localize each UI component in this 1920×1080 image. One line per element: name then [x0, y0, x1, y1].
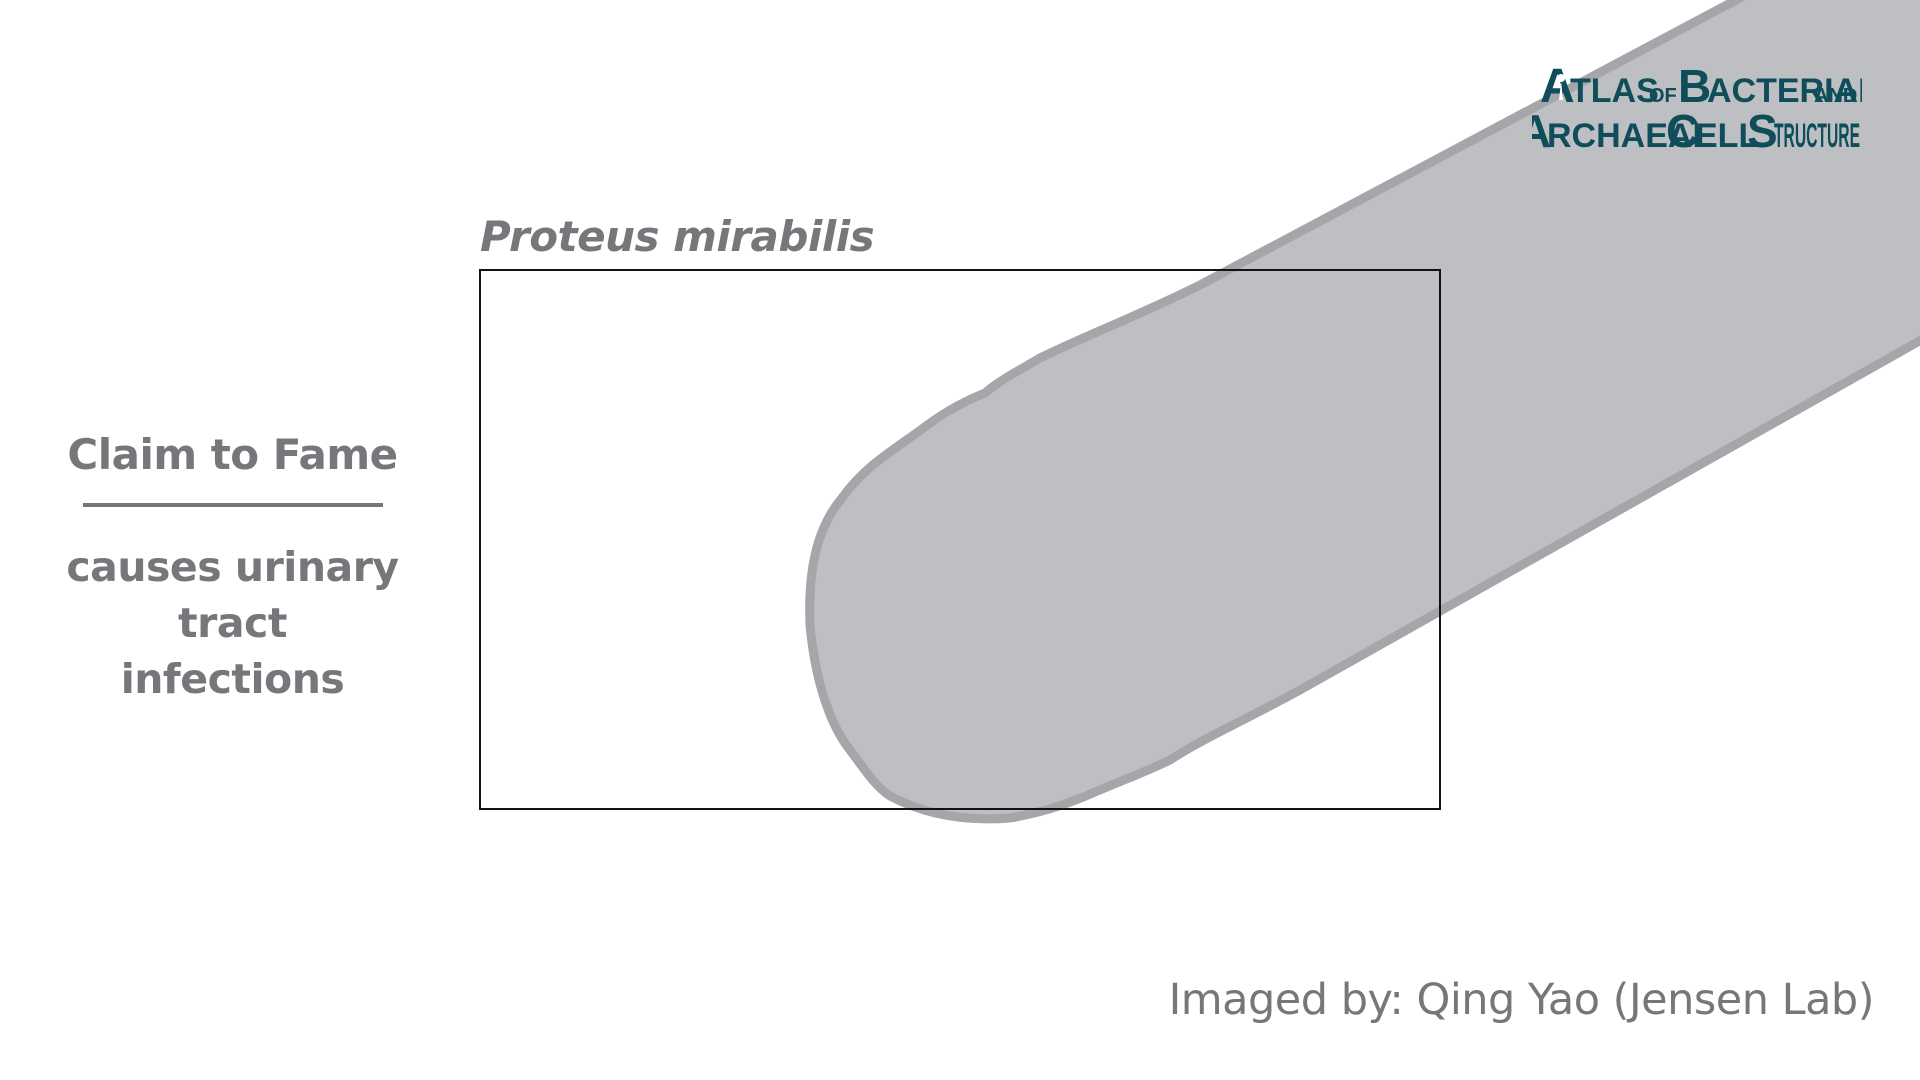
- atlas-logo: A TLAS OF B ACTERIAL AND A RCHAEAL C ELL…: [1532, 60, 1862, 154]
- svg-text:AND: AND: [1814, 85, 1857, 107]
- claim-heading: Claim to Fame: [67, 430, 398, 479]
- tomogram-frame: [479, 269, 1441, 810]
- image-credit: Imaged by: Qing Yao (Jensen Lab): [1168, 975, 1875, 1025]
- svg-text:RCHAEAL: RCHAEAL: [1547, 117, 1713, 154]
- svg-text:S: S: [1747, 105, 1778, 154]
- svg-text:TLAS: TLAS: [1570, 72, 1659, 110]
- claim-line-2: tract infections: [120, 599, 345, 703]
- claim-to-fame-panel: Claim to Fame causes urinary tract infec…: [60, 425, 405, 707]
- svg-text:ELL: ELL: [1695, 117, 1759, 154]
- svg-text:A: A: [1540, 60, 1575, 113]
- atlas-logo-keyhole-icon: [1557, 74, 1566, 100]
- svg-text:TRUCTURE: TRUCTURE: [1774, 117, 1860, 154]
- species-title: Proteus mirabilis: [480, 212, 875, 261]
- svg-text:A: A: [1532, 105, 1551, 154]
- bacterium-cell: [805, 0, 1920, 824]
- svg-text:OF: OF: [1649, 85, 1677, 107]
- svg-text:ACTERIAL: ACTERIAL: [1707, 72, 1862, 110]
- svg-text:B: B: [1678, 60, 1711, 112]
- svg-text:C: C: [1666, 105, 1699, 154]
- claim-divider: [82, 503, 383, 507]
- claim-line-1: causes urinary: [66, 543, 399, 591]
